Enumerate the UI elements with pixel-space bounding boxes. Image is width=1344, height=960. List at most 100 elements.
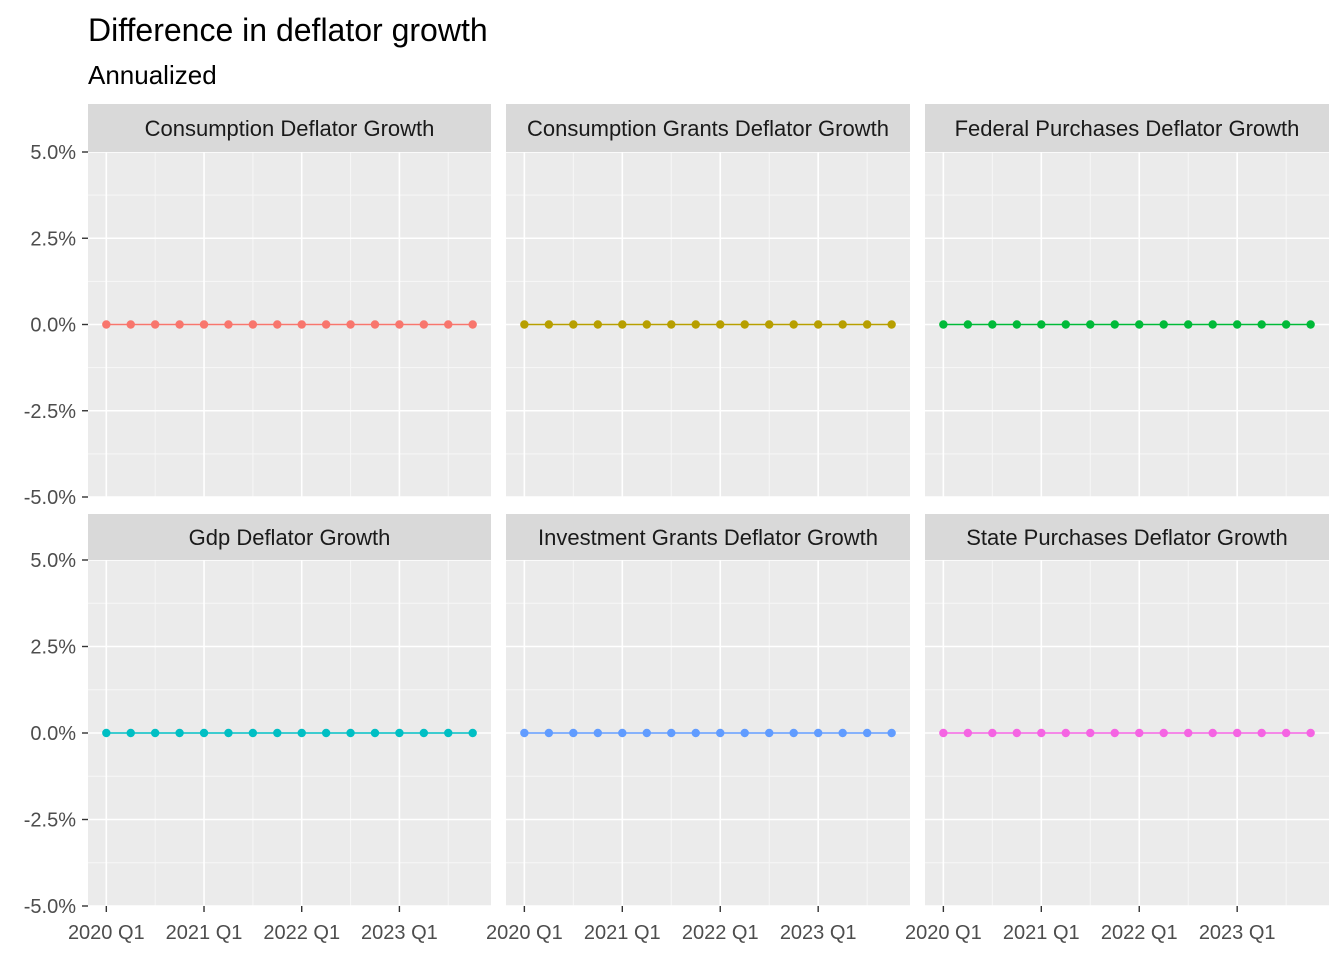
data-point — [716, 320, 725, 329]
x-tick-label: 2022 Q1 — [1101, 922, 1178, 944]
data-point — [1208, 320, 1217, 329]
y-tick-label: -5.0% — [24, 487, 76, 509]
data-point — [1306, 728, 1315, 738]
data-point — [789, 320, 798, 329]
data-point — [1110, 320, 1119, 329]
data-point — [765, 728, 774, 738]
data-point — [321, 728, 331, 738]
data-point — [1061, 728, 1070, 738]
data-point — [740, 320, 749, 329]
data-point — [862, 320, 872, 329]
facet-strip-label: Gdp Deflator Growth — [189, 525, 391, 550]
facet-panels: Consumption Deflator Growth 5.0% 2.5% 0.0% -… — [24, 104, 1329, 944]
data-point — [1281, 728, 1291, 738]
data-point — [939, 728, 948, 738]
y-tick-label: -2.5% — [24, 401, 76, 423]
data-point — [765, 320, 774, 329]
facet-strip-label: Consumption Deflator Growth — [145, 116, 435, 141]
data-point — [1257, 320, 1266, 329]
data-point — [963, 728, 973, 738]
y-tick-label: 0.0% — [30, 723, 76, 745]
data-point — [1159, 320, 1168, 329]
data-point — [273, 320, 282, 329]
chart-title: Difference in deflator growth — [88, 12, 488, 48]
data-point — [1061, 320, 1070, 329]
data-point — [321, 320, 331, 329]
x-tick-label: 2023 Q1 — [1199, 922, 1276, 944]
facet-strip — [506, 514, 910, 560]
data-point — [248, 728, 258, 738]
x-tick-label: 2021 Q1 — [166, 922, 243, 944]
data-point — [642, 728, 651, 738]
data-point — [789, 728, 798, 738]
data-point — [370, 728, 380, 738]
facet-strip — [925, 514, 1329, 560]
data-point — [667, 320, 676, 329]
data-point — [887, 728, 896, 738]
data-point — [1086, 728, 1095, 738]
data-point — [1184, 728, 1193, 738]
y-tick-label: 0.0% — [30, 315, 76, 337]
data-point — [593, 320, 603, 329]
data-point — [1037, 728, 1046, 738]
data-point — [988, 728, 997, 738]
data-point — [224, 728, 233, 738]
data-point — [150, 320, 160, 329]
data-point — [444, 728, 453, 738]
facet-panel: Consumption Grants Deflator Growth — [506, 104, 910, 498]
data-point — [887, 320, 896, 329]
facet-panel: State Purchases Deflator Growth 2020 Q1 20… — [905, 514, 1329, 944]
x-tick-label: 2022 Q1 — [682, 922, 759, 944]
data-point — [1110, 728, 1119, 738]
facet-strip-label: Federal Purchases Deflator Growth — [955, 116, 1300, 141]
data-point — [1135, 728, 1144, 738]
data-point — [297, 728, 306, 738]
chart-subtitle: Annualized — [88, 60, 217, 90]
x-tick-label: 2021 Q1 — [584, 922, 661, 944]
y-tick-label: 5.0% — [30, 550, 76, 572]
facet-strip-label: State Purchases Deflator Growth — [966, 525, 1288, 550]
y-tick-label: -5.0% — [24, 896, 76, 918]
y-tick-label: 2.5% — [30, 228, 76, 250]
x-tick-label: 2020 Q1 — [486, 922, 563, 944]
data-point — [813, 728, 823, 738]
data-point — [1232, 728, 1242, 738]
data-point — [419, 320, 429, 329]
data-point — [468, 320, 477, 329]
data-point — [395, 728, 404, 738]
x-tick-label: 2020 Q1 — [68, 922, 145, 944]
data-point — [126, 320, 135, 329]
data-point — [691, 320, 700, 329]
data-point — [716, 728, 725, 738]
y-tick-label: 2.5% — [30, 637, 76, 659]
facet-strip — [925, 104, 1329, 152]
data-point — [419, 728, 429, 738]
data-point — [1306, 320, 1315, 329]
facet-strip — [88, 514, 491, 560]
data-point — [838, 728, 847, 738]
facet-panel: Consumption Deflator Growth 5.0% 2.5% 0.0% -… — [24, 104, 491, 509]
facet-panel: Investment Grants Deflator Growth 2020 Q1… — [486, 514, 910, 944]
data-point — [618, 320, 627, 329]
data-point — [838, 320, 847, 329]
data-point — [297, 320, 306, 329]
y-tick-label: -2.5% — [24, 810, 76, 832]
data-point — [593, 728, 603, 738]
data-point — [862, 728, 872, 738]
facet-strip-label: Investment Grants Deflator Growth — [538, 525, 878, 550]
data-point — [346, 320, 355, 329]
data-point — [370, 320, 380, 329]
data-point — [395, 320, 404, 329]
data-point — [1232, 320, 1242, 329]
facet-panel: Federal Purchases Deflator Growth — [925, 104, 1329, 498]
facet-strip — [506, 104, 910, 152]
data-point — [544, 728, 554, 738]
data-point — [224, 320, 233, 329]
data-point — [468, 728, 477, 738]
data-point — [273, 728, 282, 738]
x-tick-label: 2022 Q1 — [263, 922, 340, 944]
x-tick-label: 2023 Q1 — [780, 922, 857, 944]
data-point — [520, 320, 529, 329]
data-point — [544, 320, 554, 329]
data-point — [1257, 728, 1266, 738]
